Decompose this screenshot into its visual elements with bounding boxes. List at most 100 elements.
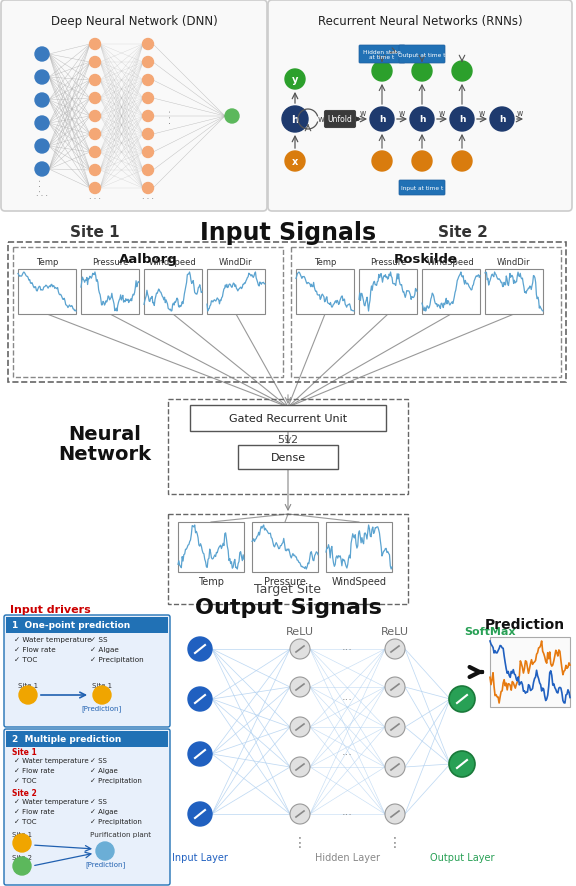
Circle shape	[142, 183, 153, 194]
FancyBboxPatch shape	[268, 1, 572, 212]
Text: Recurrent Neural Networks (RNNs): Recurrent Neural Networks (RNNs)	[318, 15, 522, 28]
Text: Network: Network	[59, 445, 151, 464]
Text: ✓ SS: ✓ SS	[90, 798, 107, 804]
FancyBboxPatch shape	[324, 112, 355, 128]
Text: WindSpeed: WindSpeed	[332, 577, 386, 587]
Text: ✓ Water temperature: ✓ Water temperature	[14, 798, 89, 804]
Bar	[6, 618, 168, 633]
Circle shape	[142, 58, 153, 68]
Text: SoftMax: SoftMax	[464, 626, 516, 636]
Text: Aalborg: Aalborg	[119, 253, 177, 266]
Text: ✓ Algae: ✓ Algae	[90, 767, 118, 773]
Bar	[485, 269, 543, 315]
Circle shape	[13, 834, 31, 852]
Text: Hidden state
at time t: Hidden state at time t	[363, 50, 401, 60]
Text: y: y	[292, 75, 298, 85]
Text: ✓ Flow rate: ✓ Flow rate	[14, 808, 55, 814]
Circle shape	[188, 742, 212, 766]
Circle shape	[412, 152, 432, 172]
Text: Site 2: Site 2	[12, 854, 32, 860]
Circle shape	[35, 71, 49, 85]
Circle shape	[452, 152, 472, 172]
Circle shape	[142, 129, 153, 140]
Text: ···: ···	[342, 644, 353, 654]
Circle shape	[89, 112, 100, 122]
Text: · · ·: · · ·	[36, 192, 48, 201]
Circle shape	[89, 75, 100, 87]
Text: Site 1: Site 1	[70, 225, 120, 240]
Circle shape	[188, 637, 212, 661]
Circle shape	[35, 140, 49, 154]
Text: h: h	[499, 115, 505, 124]
Text: Site 1: Site 1	[18, 682, 38, 688]
Text: ✓ TOC: ✓ TOC	[14, 777, 36, 783]
Text: ✓ SS: ✓ SS	[90, 636, 108, 642]
Circle shape	[142, 40, 153, 51]
Circle shape	[290, 717, 310, 737]
Circle shape	[372, 152, 392, 172]
Text: Temp: Temp	[36, 258, 58, 267]
Text: 1  One-point prediction: 1 One-point prediction	[12, 621, 130, 630]
FancyBboxPatch shape	[399, 46, 445, 64]
Text: x: x	[292, 157, 298, 167]
Text: Output at time t: Output at time t	[398, 52, 446, 58]
Text: · · ·: · · ·	[168, 110, 176, 124]
Text: w: w	[360, 108, 366, 117]
FancyBboxPatch shape	[238, 446, 338, 470]
Circle shape	[370, 108, 394, 132]
Circle shape	[89, 166, 100, 176]
Circle shape	[449, 751, 475, 777]
Circle shape	[490, 108, 514, 132]
Text: ✓ TOC: ✓ TOC	[14, 818, 36, 824]
Circle shape	[35, 163, 49, 177]
Text: ✓ Water temperature: ✓ Water temperature	[14, 636, 92, 642]
FancyBboxPatch shape	[190, 406, 386, 431]
Circle shape	[142, 75, 153, 87]
Text: ✓ Precipitation: ✓ Precipitation	[90, 777, 142, 783]
Text: Pressure: Pressure	[264, 577, 306, 587]
Circle shape	[13, 857, 31, 875]
Text: [Prediction]: [Prediction]	[85, 860, 125, 867]
Circle shape	[290, 804, 310, 824]
Circle shape	[35, 94, 49, 108]
Bar	[8, 243, 566, 383]
Text: ✓ Flow rate: ✓ Flow rate	[14, 646, 56, 652]
Circle shape	[372, 62, 392, 82]
Text: Purification plant: Purification plant	[90, 831, 151, 837]
Bar	[207, 269, 265, 315]
Circle shape	[35, 117, 49, 131]
Text: Site 2: Site 2	[12, 789, 37, 797]
Circle shape	[93, 687, 111, 704]
Circle shape	[410, 108, 434, 132]
Circle shape	[285, 152, 305, 172]
Circle shape	[89, 183, 100, 194]
Text: [Prediction]: [Prediction]	[82, 705, 122, 711]
Circle shape	[385, 804, 405, 824]
Bar	[252, 523, 318, 572]
Circle shape	[452, 62, 472, 82]
Text: w: w	[317, 115, 324, 124]
Text: w: w	[479, 108, 485, 117]
Text: ⋮: ⋮	[388, 835, 402, 849]
Text: h: h	[379, 115, 385, 124]
Text: Site 1: Site 1	[12, 831, 32, 837]
Text: Prediction: Prediction	[485, 618, 565, 632]
Text: WindDir: WindDir	[219, 258, 253, 267]
Circle shape	[89, 147, 100, 159]
Bar	[326, 523, 392, 572]
Bar	[6, 731, 168, 747]
Text: Hidden Layer: Hidden Layer	[315, 852, 380, 862]
Text: Site 2: Site 2	[438, 225, 488, 240]
Text: WindDir: WindDir	[497, 258, 531, 267]
Text: Roskilde: Roskilde	[394, 253, 458, 266]
Text: Deep Neural Network (DNN): Deep Neural Network (DNN)	[51, 15, 217, 28]
Circle shape	[188, 688, 212, 711]
Text: Input drivers: Input drivers	[10, 604, 91, 614]
Text: Unfold: Unfold	[328, 115, 353, 124]
Circle shape	[142, 147, 153, 159]
Bar	[18, 269, 76, 315]
Text: ✓ Precipitation: ✓ Precipitation	[90, 657, 143, 662]
Circle shape	[35, 48, 49, 62]
Text: Target Site: Target Site	[255, 583, 321, 595]
Text: Site 1: Site 1	[92, 682, 112, 688]
